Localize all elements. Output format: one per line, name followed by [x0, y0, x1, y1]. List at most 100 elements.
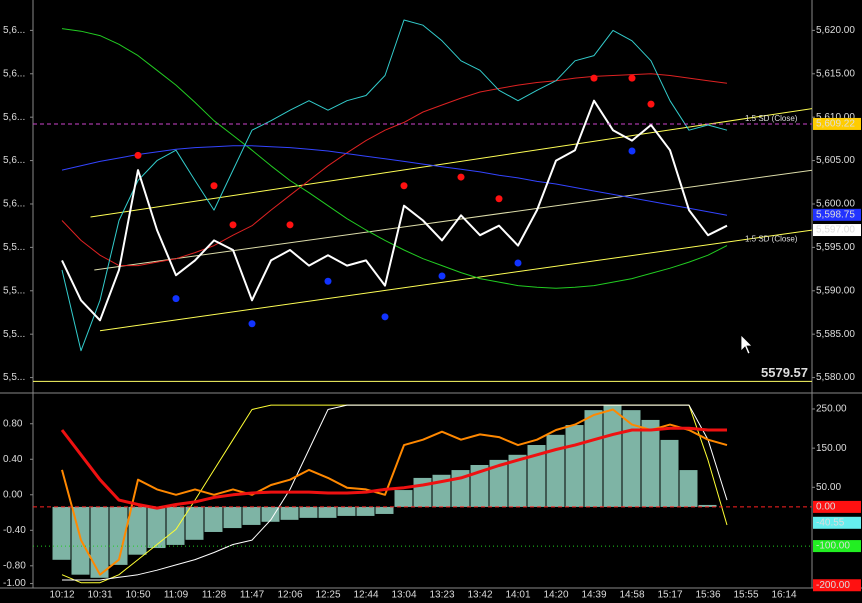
channel-line [94, 169, 812, 271]
signal-dot [400, 182, 408, 190]
level-box [813, 579, 861, 592]
histogram-bar [603, 405, 622, 507]
level-label: 5,597.00 [816, 225, 855, 236]
labels: 10:12 10:31 10:50 11:09 11:28 11:47 12:06 12:25… [3, 25, 861, 601]
level-box [813, 208, 861, 221]
x-tick-label: 10:31 [87, 590, 112, 601]
x-tick-label: 15:55 [733, 590, 758, 601]
indicator-panel [33, 404, 812, 584]
price-panel [33, 19, 812, 382]
histogram-bar [109, 506, 128, 565]
level-label: 5579.57 [761, 365, 808, 380]
level-label: -200.00 [816, 580, 850, 591]
histogram-bar [52, 506, 71, 560]
y-tick-label: 0.00 [3, 489, 23, 500]
signal-dot [210, 182, 218, 190]
histogram-bar [698, 504, 717, 507]
signal-dot [172, 295, 180, 303]
signal-dot [628, 74, 636, 82]
y-tick-label: 0.80 [3, 418, 23, 429]
signal-dot [495, 195, 503, 203]
histogram-bar [660, 439, 679, 507]
signal-dot [324, 277, 332, 285]
histogram-bar [622, 410, 641, 507]
histogram-bar [318, 506, 337, 518]
histogram-bar [204, 506, 223, 532]
y2-tick-label: 5,605.00 [816, 155, 855, 166]
signal-dot [286, 221, 294, 229]
histogram-bar [356, 506, 375, 516]
signal-dot [134, 151, 142, 159]
histogram-bar [508, 454, 527, 507]
histogram-bar [679, 470, 698, 507]
mouse-cursor [740, 334, 753, 355]
signal-dot [628, 147, 636, 155]
x-tick-label: 12:44 [353, 590, 378, 601]
x-tick-label: 14:01 [505, 590, 530, 601]
histogram-bar [223, 506, 242, 529]
series-line [61, 73, 728, 267]
x-tick-label: 11:09 [164, 590, 189, 601]
histogram-bar [375, 506, 394, 514]
y-tick-label: 5,6... [3, 155, 25, 166]
channel-label: 1.5 SD (Close) [745, 235, 798, 244]
x-tick-label: 14:58 [619, 590, 644, 601]
histogram-bar [90, 506, 109, 578]
series-line [60, 426, 727, 510]
y2-tick-label: 5,615.00 [816, 68, 855, 79]
level-box [813, 540, 861, 553]
histogram-bar [280, 506, 299, 520]
histogram-bar [470, 464, 489, 507]
histogram-bar [166, 506, 185, 545]
x-tick-label: 12:25 [315, 590, 340, 601]
level-box [813, 516, 861, 529]
histogram-bar [147, 506, 166, 549]
signal-dot [381, 313, 389, 321]
y-tick-label: 0.40 [3, 454, 23, 465]
y-tick-label: 5,5... [3, 372, 25, 383]
x-tick-label: 15:36 [695, 590, 720, 601]
level-box [813, 500, 861, 513]
x-tick-label: 16:14 [771, 590, 796, 601]
histogram-bar [489, 459, 508, 507]
histogram-bar [337, 506, 356, 516]
level-label: 0.00 [816, 502, 836, 513]
level-label: 5,598.75 [816, 209, 855, 220]
y-tick-label: -0.40 [3, 525, 26, 536]
y-tick-label: 5,5... [3, 329, 25, 340]
y2-tick-label: 5,585.00 [816, 329, 855, 340]
signal-dot [248, 320, 256, 328]
x-tick-label: 13:04 [391, 590, 416, 601]
y2-tick-label: 5,595.00 [816, 242, 855, 253]
signal-dot [229, 221, 237, 229]
x-tick-label: 15:17 [657, 590, 682, 601]
y2-tick-label: 150.00 [816, 443, 847, 454]
histogram-bar [185, 506, 204, 540]
series-line [61, 408, 728, 576]
channel-label: 1.5 SD (Close) [745, 114, 798, 123]
y-tick-label: -0.80 [3, 560, 26, 571]
y2-tick-label: 5,600.00 [816, 199, 855, 210]
y-tick-label: 5,6... [3, 199, 25, 210]
x-tick-label: 12:06 [277, 590, 302, 601]
y-tick-label: -1.00 [3, 578, 26, 589]
series-line [62, 404, 728, 581]
y2-tick-label: 50.00 [816, 482, 841, 493]
level-label: 5,609.22 [816, 119, 855, 130]
histogram-bar [584, 410, 603, 507]
series-line [61, 99, 728, 322]
series-line [61, 19, 728, 352]
x-tick-label: 11:47 [240, 590, 265, 601]
x-tick-label: 14:20 [543, 590, 568, 601]
histogram-bar [565, 425, 584, 507]
y-tick-label: 5,6... [3, 25, 25, 36]
histogram-bar [394, 490, 413, 507]
level-box [813, 117, 861, 130]
signal-dot [438, 272, 446, 280]
histogram-bar [546, 434, 565, 507]
histogram-bar [261, 506, 280, 522]
y2-tick-label: 5,610.00 [816, 112, 855, 123]
y-tick-label: 5,6... [3, 68, 25, 79]
x-tick-label: 10:12 [49, 590, 74, 601]
